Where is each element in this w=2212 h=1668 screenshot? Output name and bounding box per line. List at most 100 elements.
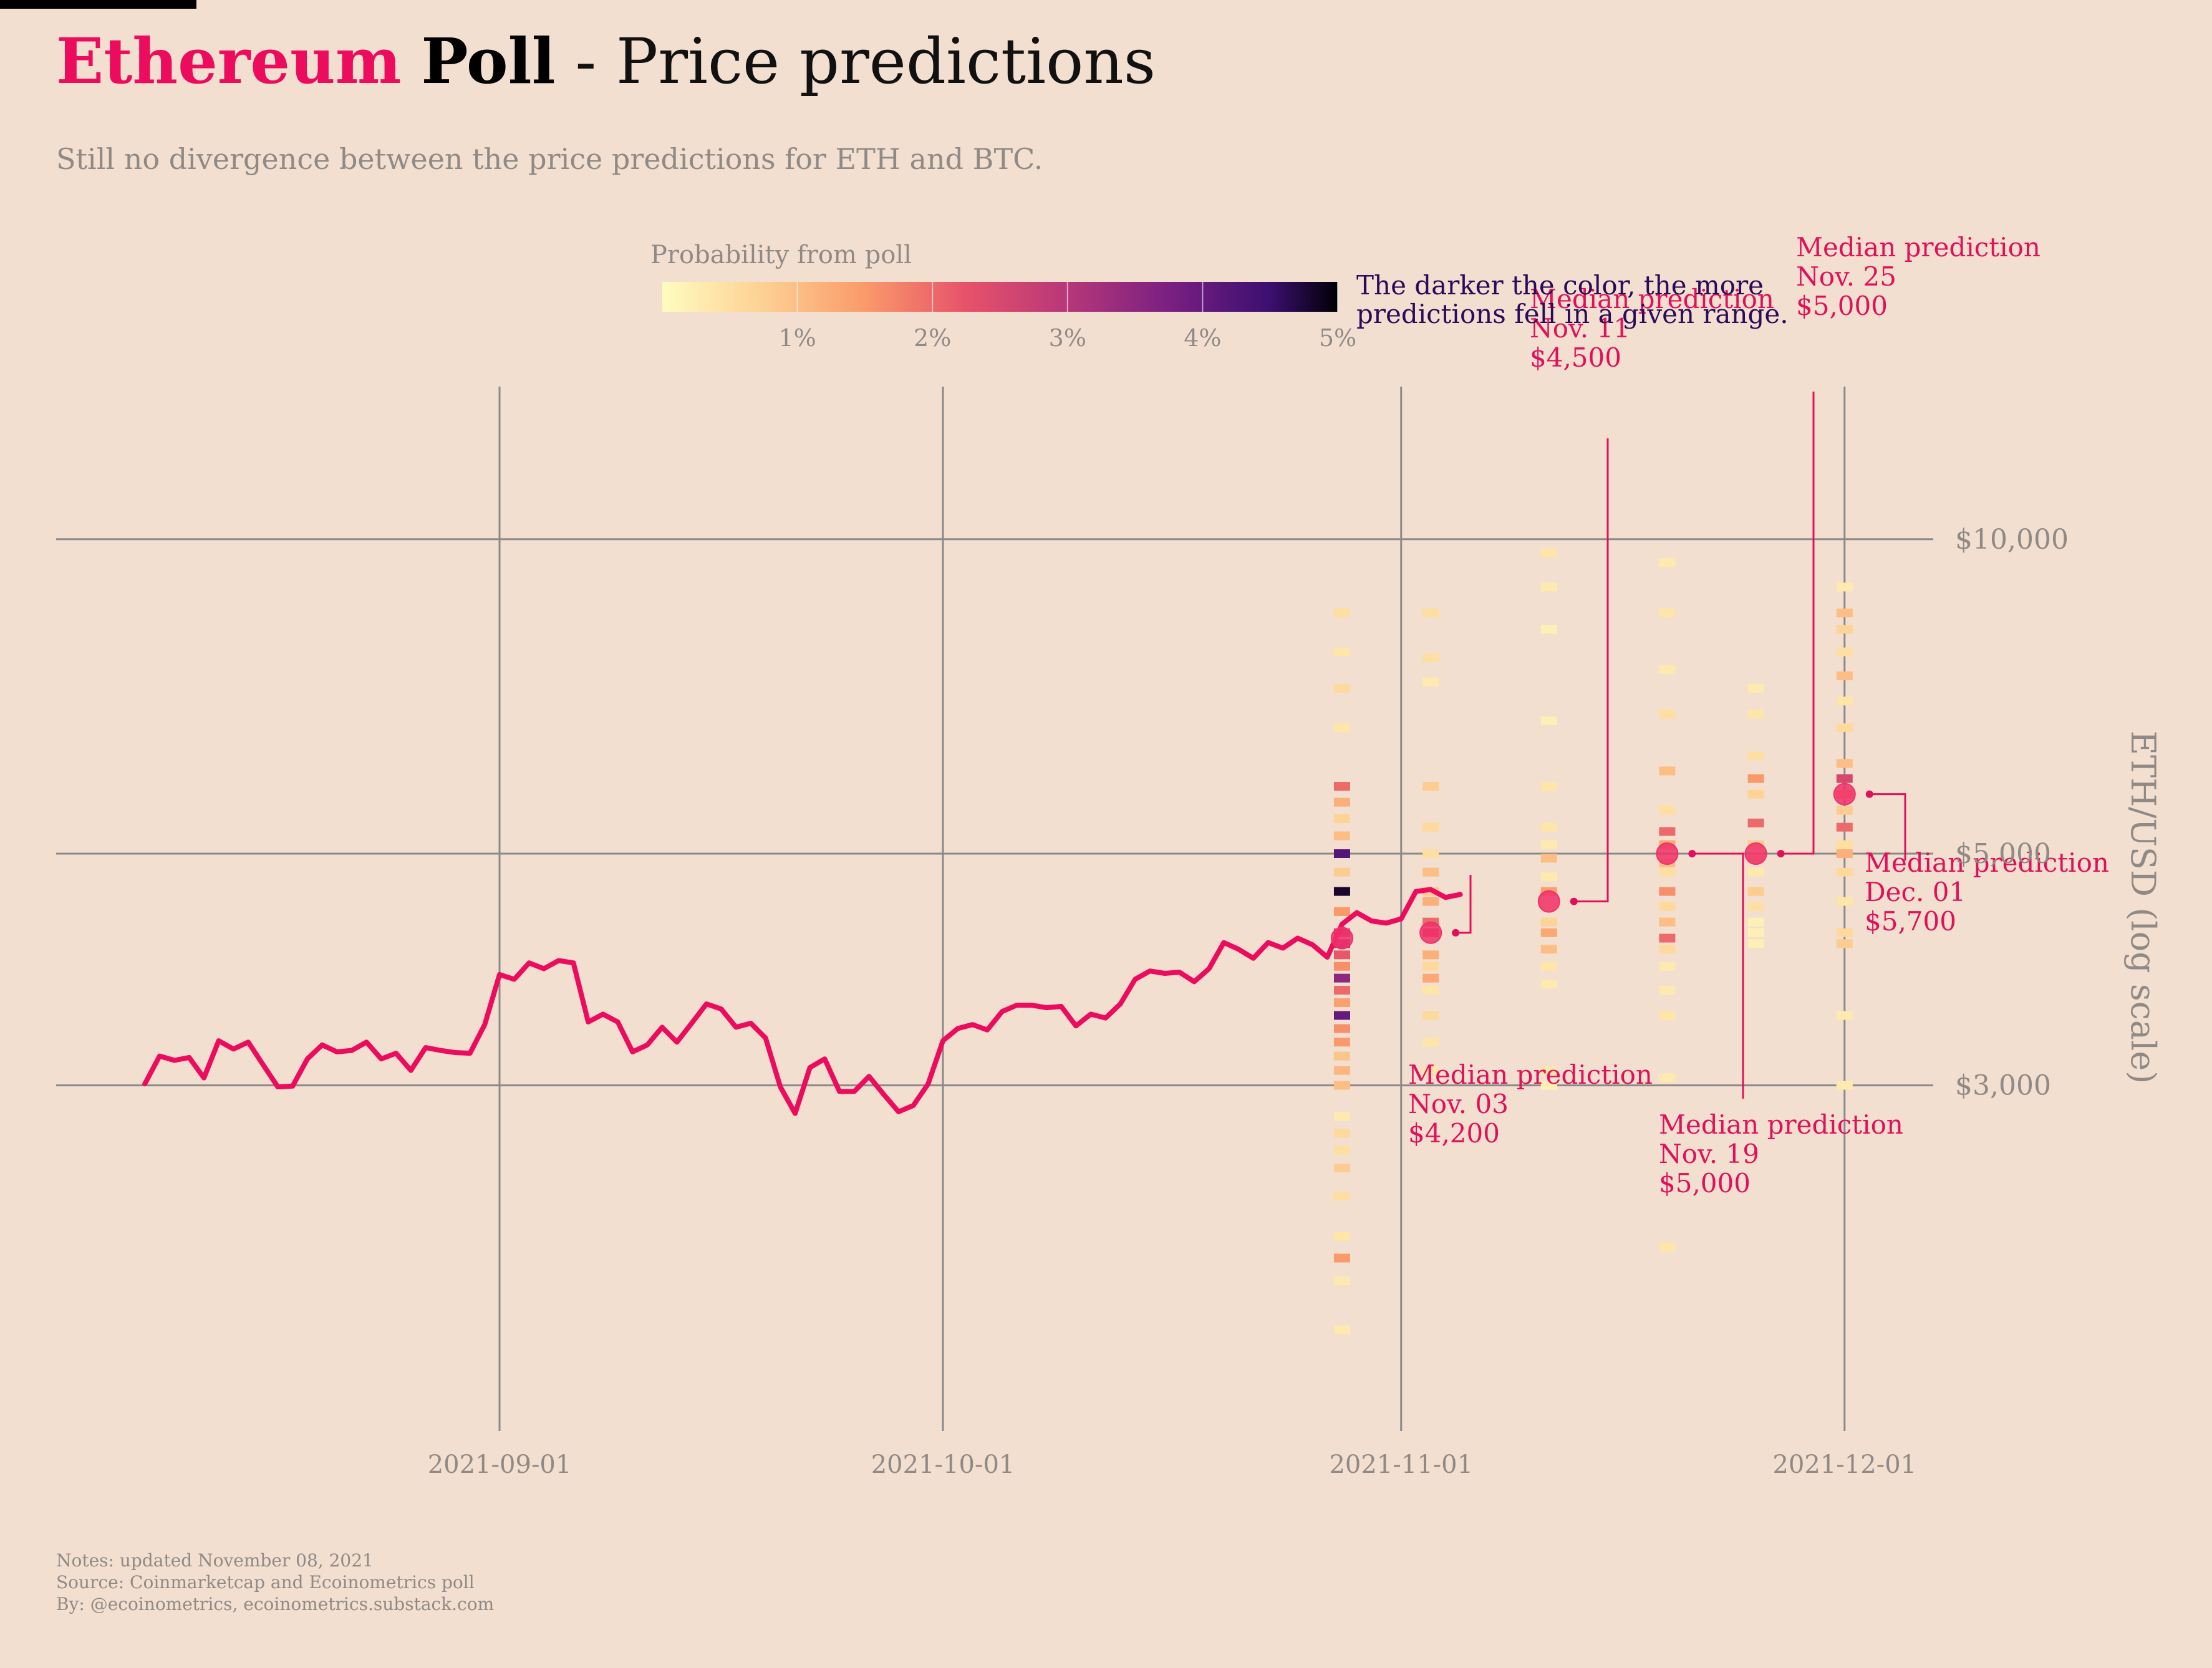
y-tick-label: $3,000 — [1955, 1070, 2051, 1102]
prediction-cell — [1540, 782, 1557, 791]
median-annotation-text: $4,500 — [1530, 342, 1621, 373]
prediction-cell — [1747, 774, 1764, 783]
prediction-heatmap — [1333, 548, 1853, 1334]
median-marker — [1833, 783, 1856, 806]
prediction-cell — [1747, 902, 1764, 911]
prediction-cell — [1659, 1243, 1676, 1252]
prediction-cell — [1333, 887, 1350, 896]
prediction-cell — [1659, 608, 1676, 617]
prediction-cell — [1333, 867, 1350, 877]
prediction-cell — [1747, 887, 1764, 896]
prediction-cell — [1659, 867, 1676, 877]
prediction-cell — [1422, 1066, 1439, 1075]
median-annotation-text: $5,000 — [1796, 291, 1888, 321]
prediction-cell — [1836, 625, 1853, 634]
prediction-cell — [1836, 1081, 1853, 1090]
median-marker — [1419, 921, 1442, 944]
prediction-cell — [1422, 1038, 1439, 1047]
title-poll: Poll — [421, 24, 556, 98]
prediction-cell — [1540, 822, 1557, 832]
colorbar-tick-label: 5% — [1319, 324, 1356, 352]
x-tick-label: 2021-09-01 — [428, 1450, 572, 1479]
colorbar-tick-label: 2% — [914, 324, 951, 352]
prediction-cell — [1747, 683, 1764, 693]
prediction-cell — [1747, 789, 1764, 799]
median-annotation-text: Nov. 03 — [1408, 1089, 1509, 1119]
colorbar-note-line-2: predictions fell in a given range. — [1356, 299, 1789, 329]
axes: 2021-09-01 2021-10-01 2021-11-01 2021-12-01… — [428, 524, 2163, 1479]
median-annotation-text: $5,700 — [1865, 906, 1956, 937]
prediction-cell — [1836, 608, 1853, 617]
prediction-cell — [1333, 647, 1350, 657]
prediction-cell — [1659, 1073, 1676, 1082]
prediction-cell — [1333, 1112, 1350, 1121]
y-tick-label: $10,000 — [1955, 524, 2069, 556]
prediction-cell — [1422, 1011, 1439, 1020]
prediction-cell — [1333, 1024, 1350, 1033]
prediction-cell — [1540, 716, 1557, 726]
prediction-cell — [1836, 582, 1853, 592]
prediction-cell — [1540, 928, 1557, 937]
prediction-cell — [1747, 928, 1764, 937]
footer-by-line: By: @ecoinometrics, ecoinometrics.substa… — [56, 1594, 495, 1614]
prediction-cell — [1540, 1066, 1557, 1075]
chart-title: Ethereum Poll - Price predictions — [56, 24, 1156, 99]
colorbar-title: Probability from poll — [650, 241, 912, 269]
median-marker — [1330, 927, 1353, 950]
prediction-cell — [1540, 917, 1557, 927]
prediction-cell — [1422, 950, 1439, 960]
prediction-cell — [1333, 1164, 1350, 1173]
prediction-cell — [1540, 1081, 1557, 1090]
prediction-cell — [1659, 710, 1676, 719]
prediction-cell — [1333, 814, 1350, 824]
prediction-cell — [1836, 840, 1853, 849]
prediction-cell — [1333, 782, 1350, 791]
prediction-cell — [1333, 950, 1350, 960]
footer-notes-line: Notes: updated November 08, 2021 — [56, 1550, 374, 1571]
prediction-cell — [1836, 774, 1853, 783]
prediction-cell — [1540, 962, 1557, 971]
prediction-cell — [1422, 962, 1439, 971]
prediction-cell — [1333, 907, 1350, 916]
prediction-cell — [1836, 849, 1853, 858]
prediction-cell — [1836, 897, 1853, 906]
prediction-cell — [1659, 558, 1676, 567]
prediction-cell — [1333, 1038, 1350, 1047]
prediction-cell — [1333, 608, 1350, 617]
eth-price-line — [142, 887, 1463, 1116]
prediction-cell — [1333, 1051, 1350, 1061]
prediction-cell — [1333, 798, 1350, 807]
prediction-cell — [1659, 986, 1676, 995]
prediction-cell — [1836, 1011, 1853, 1020]
prediction-cell — [1333, 723, 1350, 733]
prediction-cell — [1422, 677, 1439, 687]
median-annotation-text: Median prediction — [1408, 1059, 1653, 1090]
prediction-cell — [1333, 1129, 1350, 1138]
prediction-cell — [1540, 625, 1557, 634]
median-annotation-text: Median prediction — [1796, 232, 2041, 263]
prediction-cell — [1540, 872, 1557, 882]
median-annotation-text: Nov. 19 — [1659, 1139, 1759, 1169]
prediction-cell — [1333, 831, 1350, 841]
prediction-cell — [1836, 671, 1853, 680]
prediction-cell — [1333, 998, 1350, 1007]
prediction-cell — [1422, 897, 1439, 906]
prediction-cell — [1659, 945, 1676, 954]
price-line-layer — [142, 887, 1463, 1116]
prediction-cell — [1836, 759, 1853, 768]
median-annotation-text: Nov. 25 — [1796, 261, 1896, 292]
prediction-cell — [1659, 827, 1676, 836]
prediction-cell — [1659, 665, 1676, 675]
prediction-cell — [1747, 917, 1764, 927]
prediction-cell — [1333, 986, 1350, 995]
prediction-cell — [1540, 980, 1557, 989]
footer-source-line: Source: Coinmarketcap and Ecoinometrics … — [56, 1572, 475, 1593]
y-axis-label: ETH/USD (log scale) — [2123, 731, 2163, 1084]
median-annotation-text: $4,200 — [1408, 1118, 1500, 1149]
x-tick-label: 2021-11-01 — [1329, 1450, 1473, 1479]
median-markers — [1330, 783, 1856, 950]
prediction-cell — [1333, 973, 1350, 983]
prediction-cell — [1747, 751, 1764, 761]
